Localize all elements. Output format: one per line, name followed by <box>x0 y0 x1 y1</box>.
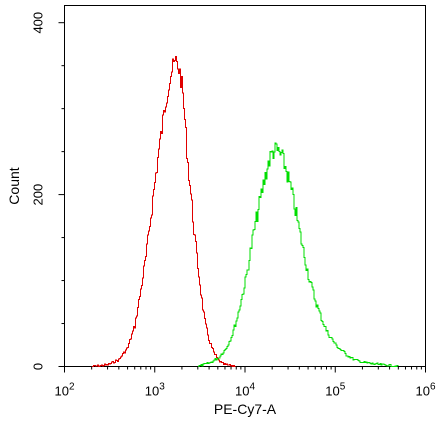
x-axis: 102 103 104 105 106 <box>54 366 436 399</box>
x-tick-label: 105 <box>325 382 345 399</box>
histogram-series-2 <box>197 142 399 367</box>
series-layer <box>91 56 399 367</box>
histogram-series-1 <box>91 56 236 367</box>
x-tick-label: 103 <box>145 382 165 399</box>
y-axis: 0 200 400 <box>31 12 65 370</box>
y-axis-label: Count <box>6 167 22 204</box>
y-tick-label: 400 <box>31 12 46 34</box>
x-tick-label: 104 <box>235 382 255 399</box>
y-tick-label: 0 <box>31 363 46 370</box>
x-tick-label: 106 <box>415 382 435 399</box>
x-tick-label: 102 <box>54 382 74 399</box>
x-axis-label: PE-Cy7-A <box>214 401 277 417</box>
y-tick-label: 200 <box>31 184 46 206</box>
plot-area-frame <box>64 5 426 367</box>
